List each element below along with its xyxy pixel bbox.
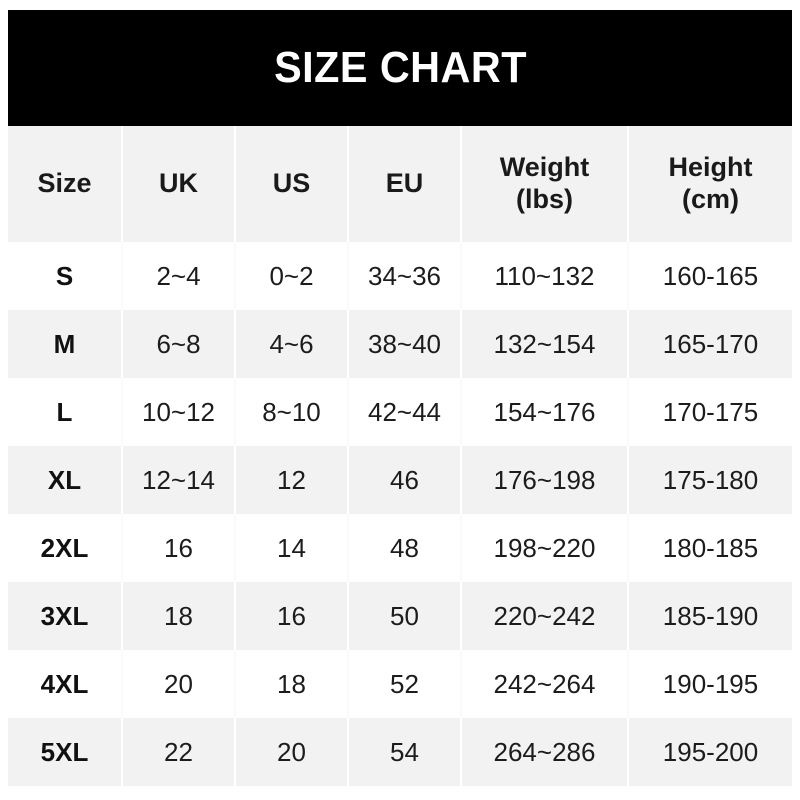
cell-eu: 38~40 [348,310,462,378]
cell-size: 2XL [8,514,123,582]
cell-eu: 48 [348,514,462,582]
cell-eu: 46 [348,446,462,514]
cell-height: 190-195 [662,668,759,699]
cell-us: 8~10 [235,378,349,446]
cell-weight: 176~198 [461,446,629,514]
cell-uk: 10~12 [122,378,236,446]
cell-weight: 220~242 [461,582,629,650]
cell-uk: 2~4 [122,242,236,310]
table-row: L 10~12 8~10 42~44 154~176 170-175 [8,378,792,446]
cell-height: 175-180 [662,464,759,495]
cell-weight: 242~264 [461,650,629,718]
table-body: S 2~4 0~2 34~36 110~132 160-165 M 6~8 4~6 38~40 13… [8,242,792,786]
column-header-weight: Weight (lbs) [461,126,629,242]
column-header-unit: (cm) [681,184,739,214]
cell-us: 16 [235,582,349,650]
cell-height: 185-190 [662,600,759,631]
column-header-unit: (lbs) [516,184,573,214]
cell-us: 0~2 [235,242,349,310]
table-header-row: Size UK US EU Weight (lbs) Height (cm) [8,126,792,242]
cell-eu: 34~36 [348,242,462,310]
cell-height: 160-165 [662,260,759,291]
cell-uk: 20 [122,650,236,718]
cell-weight: 154~176 [461,378,629,446]
column-header-label: Height [668,152,753,183]
cell-size: XL [8,446,123,514]
column-header-uk: UK [122,126,236,242]
column-header-label: UK [159,168,198,199]
cell-height: 180-185 [662,532,759,563]
table-row: XL 12~14 12 46 176~198 175-180 [8,446,792,514]
cell-eu: 42~44 [348,378,462,446]
cell-uk: 6~8 [122,310,236,378]
table-header: Size UK US EU Weight (lbs) Height (cm) [8,126,792,242]
cell-eu: 50 [348,582,462,650]
column-header-eu: EU [348,126,462,242]
page-title: SIZE CHART [273,43,527,92]
cell-size: 5XL [8,718,123,786]
cell-size: S [8,242,123,310]
cell-weight: 198~220 [461,514,629,582]
cell-eu: 52 [348,650,462,718]
cell-uk: 16 [122,514,236,582]
cell-us: 20 [235,718,349,786]
size-chart-table: Size UK US EU Weight (lbs) Height (cm) S 2~4 0~2 3… [8,126,792,786]
cell-height: 165-170 [662,328,759,359]
cell-height: 195-200 [662,736,759,767]
table-row: 3XL 18 16 50 220~242 185-190 [8,582,792,650]
cell-uk: 22 [122,718,236,786]
cell-uk: 12~14 [122,446,236,514]
column-header-label: Weight [499,152,590,183]
column-header-size: Size [8,126,123,242]
column-header-us: US [235,126,349,242]
table-row: 5XL 22 20 54 264~286 195-200 [8,718,792,786]
table-row: S 2~4 0~2 34~36 110~132 160-165 [8,242,792,310]
cell-eu: 54 [348,718,462,786]
size-chart-banner: SIZE CHART [8,10,792,126]
cell-size: 4XL [8,650,123,718]
cell-us: 4~6 [235,310,349,378]
table-row: 2XL 16 14 48 198~220 180-185 [8,514,792,582]
cell-us: 18 [235,650,349,718]
table-row: M 6~8 4~6 38~40 132~154 165-170 [8,310,792,378]
cell-weight: 264~286 [461,718,629,786]
cell-size: L [8,378,123,446]
cell-height: 170-175 [662,396,759,427]
column-header-label: EU [385,168,424,199]
cell-size: 3XL [8,582,123,650]
cell-weight: 132~154 [461,310,629,378]
cell-uk: 18 [122,582,236,650]
column-header-height: Height (cm) [628,126,792,242]
column-header-label: Size [37,168,92,199]
table-row: 4XL 20 18 52 242~264 190-195 [8,650,792,718]
cell-size: M [8,310,123,378]
column-header-label: US [272,168,311,199]
cell-us: 14 [235,514,349,582]
cell-us: 12 [235,446,349,514]
cell-weight: 110~132 [461,242,629,310]
